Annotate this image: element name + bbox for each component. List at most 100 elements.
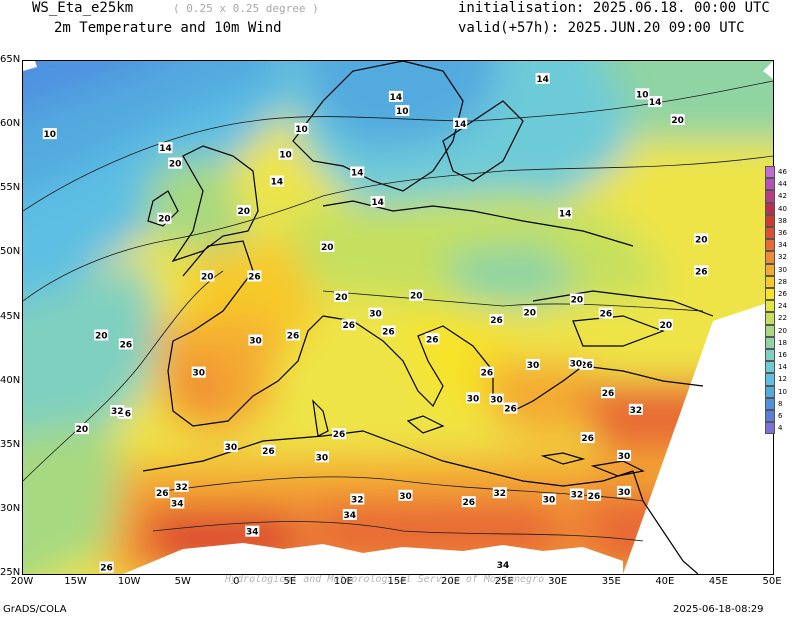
contour-label-bg	[350, 493, 365, 505]
contour-label: 30	[543, 496, 556, 506]
contour-label: 26	[580, 361, 593, 371]
lon-tick-label: 0	[233, 576, 240, 587]
contour-label: 30	[527, 361, 540, 371]
contour-label-bg	[388, 90, 403, 102]
service-watermark: Hydrological and Meteorological Service …	[225, 574, 545, 585]
legend-swatch	[765, 336, 775, 349]
contour-label-bg	[118, 338, 133, 350]
contour-label: 14	[159, 144, 172, 154]
legend-swatch	[765, 410, 775, 423]
contour-label-bg	[569, 488, 584, 500]
contour-label-bg	[170, 497, 185, 509]
contour-label-bg	[368, 307, 383, 319]
contour-label: 20	[201, 272, 214, 282]
lon-tick-label: 40E	[655, 576, 675, 587]
contour-label-bg	[648, 96, 663, 108]
contour-label-bg	[236, 205, 251, 217]
contour-label-bg	[579, 358, 594, 370]
lon-tick-label: 5W	[174, 576, 191, 587]
contour-label-bg	[617, 450, 632, 462]
legend-label: 46	[778, 168, 787, 176]
legend-label: 24	[778, 302, 787, 311]
contour-label: 30	[618, 452, 631, 462]
contour-label-bg	[461, 496, 476, 508]
contour-label-bg	[694, 233, 709, 245]
lat-tick-label: 30N	[0, 502, 21, 514]
contour-label: 14	[454, 120, 467, 130]
contour-label-bg	[42, 128, 57, 140]
outside-domain-ne	[763, 61, 773, 79]
contour-label-bg	[466, 392, 480, 404]
contour-label-bg	[332, 428, 347, 440]
contour-label-bg	[580, 432, 595, 444]
contour-label: 30	[399, 492, 412, 502]
contour-labels: 1010101010141414141414141414202020202020…	[42, 72, 709, 574]
legend-label: 4	[778, 424, 783, 433]
contour-label: 30	[225, 443, 238, 453]
lat-tick-label: 65N	[0, 54, 21, 65]
contour-label: 30	[570, 360, 583, 370]
contour-label-bg	[569, 293, 584, 305]
contour-label-bg	[99, 561, 114, 573]
legend-swatch	[765, 312, 775, 325]
legend-swatch	[765, 166, 775, 179]
contour-label-bg	[158, 142, 173, 154]
legend-swatch	[765, 251, 775, 264]
legend-label: 14	[778, 363, 787, 372]
contour-label: 20	[321, 243, 334, 253]
contour-label-bg	[542, 493, 557, 505]
legend-swatch	[765, 324, 775, 337]
contour-label: 14	[390, 93, 403, 103]
contour-label: 20	[335, 293, 348, 303]
contour-label-bg	[535, 72, 550, 84]
contour-label-bg	[598, 307, 613, 319]
render-timestamp: 2025-06-18-08:29	[673, 604, 764, 615]
contour-label-bg	[635, 88, 650, 100]
contour-label: 32	[571, 490, 584, 500]
contour-label-bg	[658, 319, 673, 331]
contour-label-bg	[294, 122, 309, 134]
contour-label: 26	[156, 489, 169, 499]
contour-label-bg	[453, 117, 468, 129]
legend-swatch	[765, 349, 775, 362]
contour-label: 32	[111, 407, 124, 417]
contour-label: 20	[410, 292, 423, 302]
contour-label-bg	[489, 314, 504, 326]
contour-label: 20	[671, 116, 684, 126]
legend-label: 6	[778, 412, 783, 420]
contour-label-bg	[342, 509, 357, 521]
contour-label-bg	[587, 489, 602, 501]
contour-label-bg	[370, 196, 385, 208]
lon-tick-label: 5E	[283, 576, 297, 587]
contour-label: 30	[490, 396, 503, 406]
legend-label: 38	[778, 216, 787, 225]
contour-label-bg	[117, 407, 132, 419]
lon-tick-label: 20E	[441, 576, 461, 587]
contour-label: 34	[497, 561, 510, 571]
outside-domain-east	[623, 301, 773, 574]
outside-domain-nw	[23, 61, 37, 71]
contour-label: 14	[559, 210, 572, 220]
contour-label: 20	[660, 321, 673, 331]
contour-label-bg	[526, 358, 540, 370]
contour-label: 20	[524, 308, 537, 318]
contour-label-bg	[334, 290, 349, 302]
lat-tick-label: 40N	[0, 374, 21, 386]
contour-label: 20	[158, 215, 171, 225]
lon-tick-label: 20W	[10, 576, 34, 587]
contour-label-bg	[503, 402, 518, 414]
contour-label-bg	[496, 559, 510, 571]
contour-label-bg	[286, 329, 300, 341]
legend-label: 12	[778, 375, 787, 384]
legend-label: 20	[778, 326, 787, 335]
lat-tick-label: 35N	[0, 438, 21, 450]
contour-label-bg	[341, 319, 356, 331]
resolution-note: ( 0.25 x 0.25 degree )	[173, 2, 319, 15]
contour-label: 26	[602, 389, 615, 399]
contour-label-bg	[558, 207, 573, 219]
legend-swatch	[765, 385, 775, 398]
legend-swatch	[765, 202, 775, 215]
contour-label-bg	[157, 212, 172, 224]
lon-tick-label: 15E	[387, 576, 407, 587]
contour-label: 30	[316, 453, 329, 463]
